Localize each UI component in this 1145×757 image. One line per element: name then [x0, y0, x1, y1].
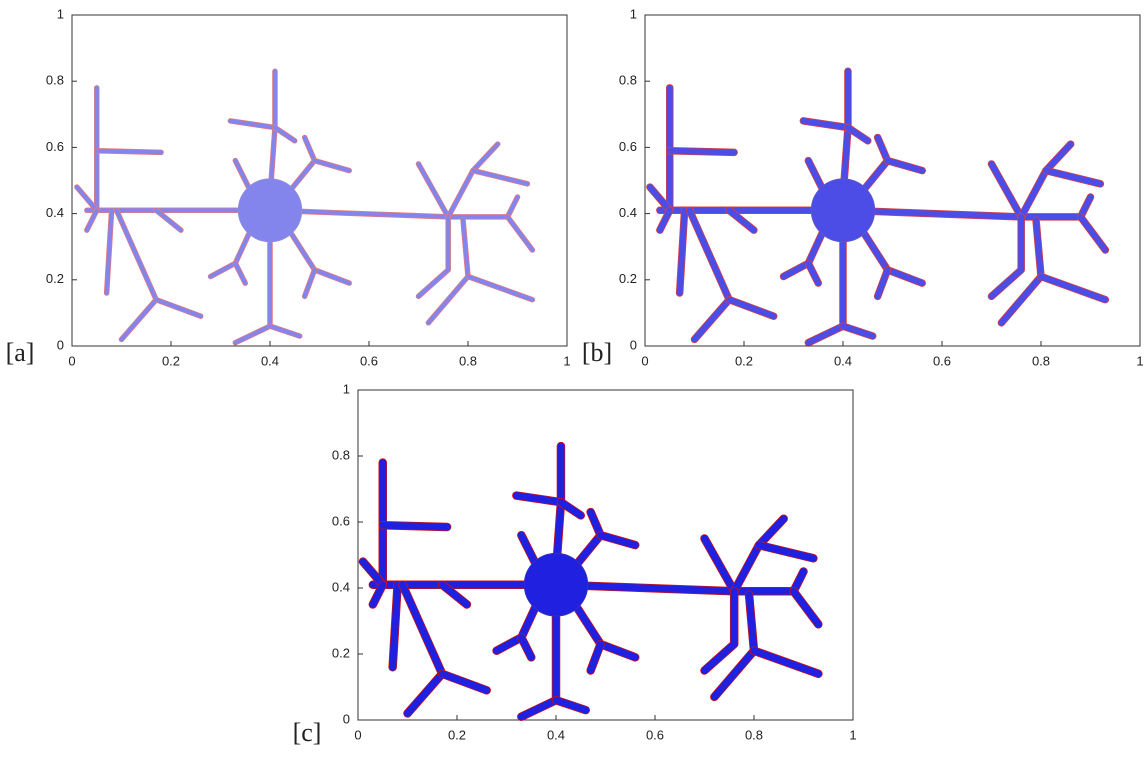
branch [1081, 217, 1106, 250]
y-tick-label: 0.8 [332, 447, 350, 462]
axes-box [645, 15, 1140, 346]
branch [521, 638, 531, 658]
branch [315, 161, 350, 171]
branch [754, 651, 818, 674]
branch [803, 121, 848, 128]
y-tick-label: 0.2 [619, 271, 637, 286]
x-tick-label: 0.2 [162, 353, 180, 368]
branch [508, 197, 518, 217]
panel: 0 0.2 0.4 0.6 0.8 1 0 0.2 0.4 0.6 0.8 1 [b] [582, 6, 1144, 368]
y-tick-label: 0.6 [332, 513, 350, 528]
branch [591, 644, 601, 670]
branch [734, 519, 784, 592]
panel-label: [b] [582, 338, 612, 367]
branch [1041, 276, 1105, 299]
branch [403, 585, 443, 714]
x-tick-label: 1 [849, 727, 856, 742]
y-tick-label: 1 [343, 381, 350, 396]
branch [794, 591, 819, 624]
branch [601, 535, 636, 545]
x-tick-label: 0.8 [1032, 353, 1050, 368]
x-tick-label: 0.4 [261, 353, 279, 368]
mesh [650, 71, 1105, 342]
x-tick-label: 0.6 [360, 353, 378, 368]
branch [97, 151, 161, 153]
y-tick-label: 0 [57, 337, 64, 352]
y-tick-label: 0.8 [619, 73, 637, 88]
soma [811, 179, 874, 242]
y-tick-label: 0.2 [46, 271, 64, 286]
branch [305, 270, 315, 296]
branch-edge [858, 224, 922, 284]
x-tick-label: 0.4 [547, 727, 565, 742]
branch [992, 164, 1022, 217]
branch [275, 128, 295, 141]
branch [508, 217, 533, 250]
mesh [77, 71, 532, 342]
branch-edge [235, 227, 270, 343]
x-tick-label: 0.4 [834, 353, 852, 368]
branch [442, 674, 487, 691]
branch [729, 300, 774, 317]
y-tick-label: 1 [630, 6, 637, 21]
branch [690, 210, 730, 339]
panel-label: [a] [6, 338, 35, 367]
figure: 0 0.2 0.4 0.6 0.8 1 0 0.2 0.4 0.6 0.8 1 [a] 0 0.2 0.4 0.… [0, 0, 1145, 752]
branch [156, 210, 181, 230]
x-tick-label: 0 [354, 727, 361, 742]
x-tick-label: 0 [68, 353, 75, 368]
panel: 0 0.2 0.4 0.6 0.8 1 0 0.2 0.4 0.6 0.8 1 [c] [293, 381, 857, 747]
x-tick-label: 0.8 [745, 727, 763, 742]
branch [556, 700, 586, 710]
branch [759, 545, 813, 558]
soma [524, 553, 587, 616]
y-tick-label: 0 [630, 337, 637, 352]
soma [238, 179, 301, 242]
y-tick-label: 0.8 [46, 73, 64, 88]
branch [516, 496, 561, 503]
branch [285, 224, 349, 284]
branch [383, 525, 447, 527]
axes-box [358, 390, 853, 720]
x-tick-label: 0 [641, 353, 648, 368]
branch [270, 326, 300, 336]
branch [419, 217, 449, 296]
y-tick-label: 0 [343, 711, 350, 726]
y-tick-label: 0.4 [46, 205, 64, 220]
x-tick-label: 1 [563, 353, 570, 368]
branch [235, 263, 245, 283]
y-tick-label: 0.6 [46, 139, 64, 154]
branch [393, 585, 398, 668]
branch [156, 300, 201, 317]
branch [473, 171, 527, 184]
branch [419, 164, 449, 217]
branch [77, 187, 97, 210]
branch-edge [285, 224, 349, 284]
branch [107, 210, 112, 293]
branch [235, 227, 270, 343]
branch [705, 539, 735, 592]
x-tick-label: 0.2 [735, 353, 753, 368]
x-tick-label: 0.6 [933, 353, 951, 368]
branch [705, 591, 735, 670]
branch [87, 210, 97, 230]
y-tick-label: 1 [57, 6, 64, 21]
x-tick-label: 0.6 [646, 727, 664, 742]
x-tick-label: 0.8 [459, 353, 477, 368]
x-tick-label: 0.2 [448, 727, 466, 742]
branch [1021, 144, 1070, 217]
y-tick-label: 0.6 [619, 139, 637, 154]
branch [468, 276, 532, 299]
panel: 0 0.2 0.4 0.6 0.8 1 0 0.2 0.4 0.6 0.8 1 [a] [6, 6, 571, 368]
y-tick-label: 0.4 [332, 579, 350, 594]
branch [670, 151, 734, 153]
mesh [363, 446, 818, 717]
y-tick-label: 0.2 [332, 645, 350, 660]
branch [1046, 171, 1100, 184]
branch [992, 217, 1022, 296]
axes-box [72, 15, 567, 346]
x-tick-label: 1 [1136, 353, 1143, 368]
panel-label: [c] [293, 718, 322, 747]
y-tick-label: 0.4 [619, 205, 637, 220]
